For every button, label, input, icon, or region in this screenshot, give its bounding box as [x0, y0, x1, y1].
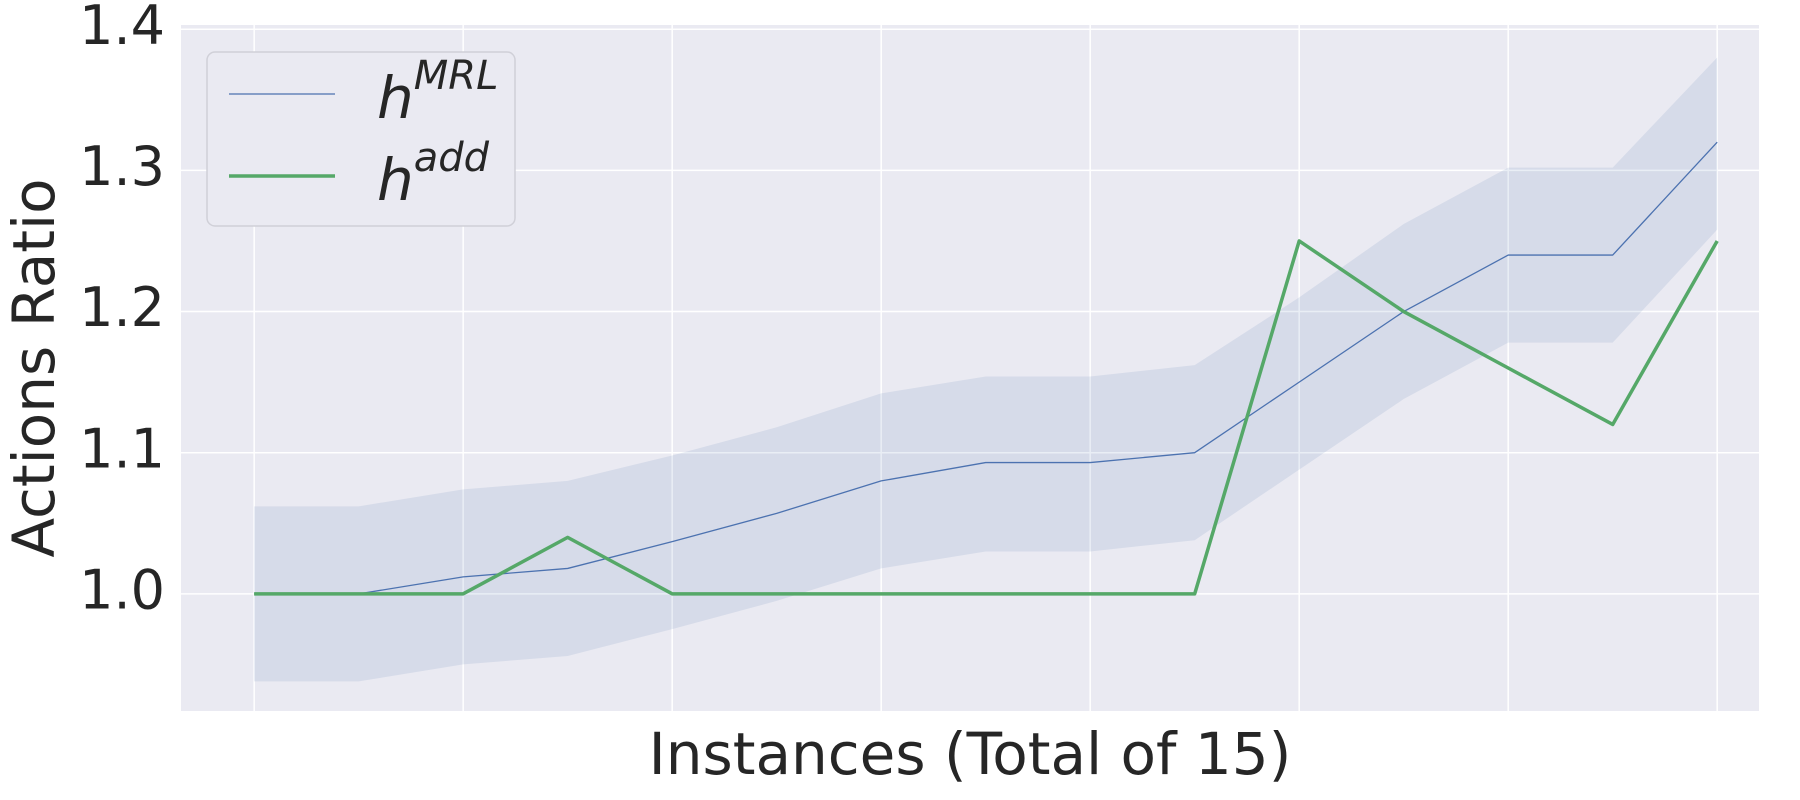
legend-label-base: h [377, 64, 414, 132]
y-tick-label: 1.2 [79, 276, 165, 339]
legend-label-base: h [377, 146, 414, 214]
series-line [254, 239, 1719, 596]
legend-label: hMRL [377, 53, 498, 132]
x-axis-label: Instances (Total of 15) [649, 720, 1292, 788]
legend-label-sup: add [414, 135, 490, 181]
y-tick-label: 1.3 [79, 135, 165, 198]
y-tick-label: 1.1 [79, 417, 165, 480]
confidence-band [254, 57, 1718, 682]
legend-label-sup: MRL [414, 53, 499, 99]
y-tick-label: 1.0 [79, 558, 165, 621]
marks [254, 57, 1719, 682]
y-axis-label: Actions Ratio [0, 178, 68, 557]
ticks: 1.0 1.1 1.2 1.3 1.4 [79, 0, 165, 621]
legend-label: hadd [377, 135, 490, 214]
legend-box [206, 51, 516, 227]
y-tick-label: 1.4 [79, 0, 165, 57]
